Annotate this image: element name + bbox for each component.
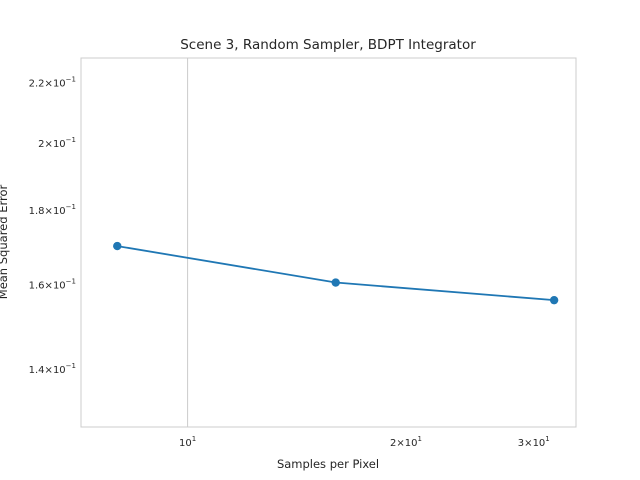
tick-base: 10 — [53, 365, 66, 376]
tick-base: 10 — [53, 139, 66, 150]
tick-mantissa: 2 — [390, 438, 396, 449]
tick-exponent: −1 — [66, 278, 76, 286]
plot-area-frame — [80, 57, 577, 428]
tick-base: 10 — [53, 79, 66, 90]
y-tick-label: 2×10−1 — [38, 136, 76, 150]
y-axis-label: Mean Squared Error — [0, 185, 10, 300]
chart-title: Scene 3, Random Sampler, BDPT Integrator — [180, 37, 476, 53]
x-tick-labels: 101 2×101 3×101 — [179, 435, 550, 449]
tick-mantissa: 2 — [38, 139, 44, 150]
series-layer — [113, 241, 559, 305]
y-tick-label: 1.6×10−1 — [29, 278, 76, 292]
tick-exponent: −1 — [66, 362, 76, 370]
tick-times-sign: × — [45, 139, 53, 150]
tick-times-sign: × — [45, 365, 53, 376]
x-tick-label: 3×101 — [518, 435, 550, 449]
x-tick-label: 101 — [179, 435, 196, 449]
tick-mantissa: 2.2 — [29, 79, 45, 90]
tick-mantissa: 1.8 — [29, 206, 45, 217]
tick-exponent: 1 — [545, 435, 549, 443]
tick-times-sign: × — [524, 438, 532, 449]
tick-times-sign: × — [45, 206, 53, 217]
x-axis-label: Samples per Pixel — [277, 457, 379, 471]
data-point-marker — [113, 241, 122, 251]
x-tick-label: 2×101 — [390, 435, 422, 449]
y-tick-label: 1.4×10−1 — [29, 362, 76, 376]
tick-times-sign: × — [45, 281, 53, 292]
y-tick-label: 1.8×10−1 — [29, 203, 76, 217]
tick-base: 10 — [533, 438, 546, 449]
tick-mantissa: 1.6 — [29, 281, 45, 292]
tick-times-sign: × — [396, 438, 404, 449]
tick-base: 10 — [53, 281, 66, 292]
tick-base: 10 — [53, 206, 66, 217]
tick-mantissa: 3 — [518, 438, 524, 449]
tick-exponent: −1 — [66, 203, 76, 211]
tick-base: 10 — [405, 438, 418, 449]
tick-times-sign: × — [45, 79, 53, 90]
tick-base: 10 — [179, 438, 192, 449]
tick-exponent: −1 — [66, 76, 76, 84]
data-point-marker — [549, 295, 559, 305]
tick-mantissa: 1.4 — [29, 365, 45, 376]
tick-exponent: 1 — [418, 435, 422, 443]
y-tick-labels: 1.4×10−11.6×10−11.8×10−12×10−12.2×10−1 — [29, 76, 76, 377]
tick-exponent: −1 — [66, 136, 76, 144]
tick-exponent: 1 — [192, 435, 196, 443]
y-tick-label: 2.2×10−1 — [29, 76, 76, 90]
data-point-marker — [331, 278, 340, 287]
